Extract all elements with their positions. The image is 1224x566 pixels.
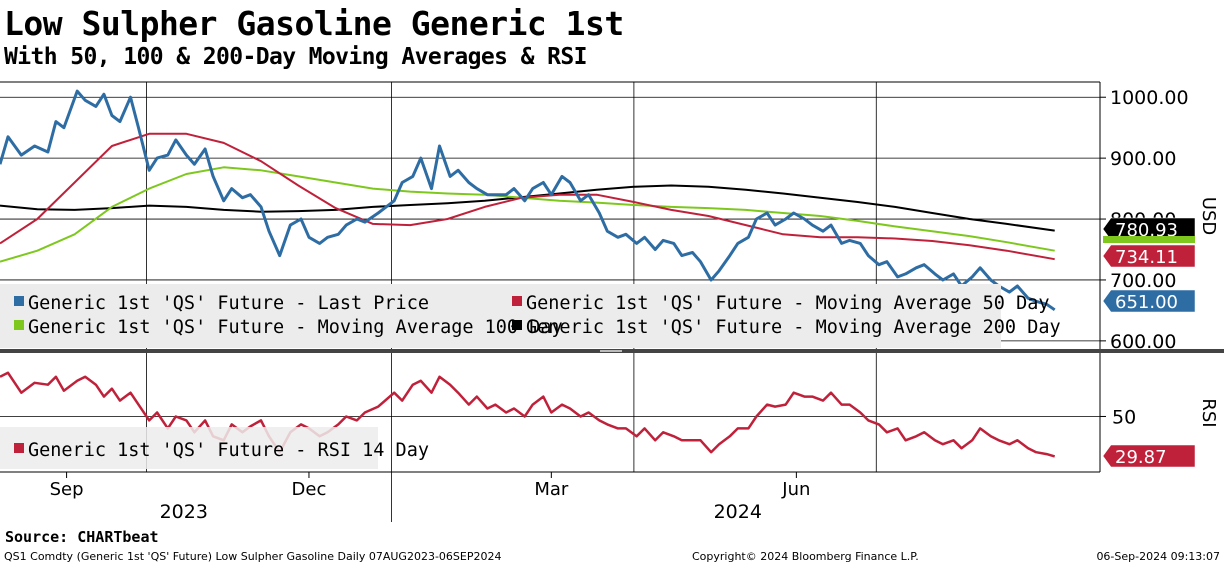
ma50-last-value: 734.11 <box>1115 247 1178 268</box>
legend-label-ma200: Generic 1st 'QS' Future - Moving Average… <box>526 317 1061 338</box>
ma50-last-value-bg <box>1102 244 1196 268</box>
rsi-series-lines <box>0 371 1056 458</box>
last-price-value: 651.00 <box>1115 292 1178 313</box>
price-legend-background <box>0 284 1001 348</box>
price-series-lines <box>0 89 1056 312</box>
last-price-line <box>0 89 1056 312</box>
rsi-y-ticks: 50 <box>1100 406 1136 428</box>
ma100-last-value-marker <box>1103 236 1195 243</box>
chart-title: Low Sulpher Gasoline Generic 1st <box>4 4 624 43</box>
legend-swatch-ma50 <box>512 296 522 306</box>
chart-subtitle: With 50, 100 & 200-Day Moving Averages &… <box>4 44 587 70</box>
rsi-legend-background <box>0 427 378 469</box>
ma200-last-value: 780.93 <box>1115 220 1178 241</box>
x-tick-label: Sep <box>50 479 84 500</box>
last-price-value-bg <box>1102 289 1196 313</box>
rsi-legend: Generic 1st 'QS' Future - RSI 14 Day <box>0 427 429 469</box>
legend-swatch-rsi <box>14 443 24 453</box>
legend-label-ma100: Generic 1st 'QS' Future - Moving Average… <box>28 317 563 338</box>
panel-divider-handle[interactable] <box>600 350 622 352</box>
ma200-line <box>0 184 1055 232</box>
x-tick-label: Mar <box>534 479 569 500</box>
ma100-line <box>0 166 1055 263</box>
footer-copyright: Copyright© 2024 Bloomberg Finance L.P. <box>692 550 919 563</box>
price-y-tick-label: 600.00 <box>1110 331 1176 353</box>
year-label: 2023 <box>160 501 208 523</box>
year-label: 2024 <box>714 501 762 523</box>
legend-swatch-ma200 <box>512 320 522 330</box>
source-label: Source: CHARTbeat <box>5 528 159 546</box>
price-y-tick-label: 1000.00 <box>1110 87 1189 109</box>
rsi-last-value-bg <box>1102 444 1196 468</box>
x-tick-label: Dec <box>292 479 327 500</box>
legend-swatch-last-price <box>14 296 24 306</box>
x-axis: Sep Dec Mar Jun 2023 2024 <box>50 472 810 523</box>
legend-swatch-ma100 <box>14 320 24 330</box>
last-value-tags: 780.93 734.11 651.00 29.87 <box>1102 217 1196 468</box>
footer-ticker-info: QS1 Comdty (Generic 1st 'QS' Future) Low… <box>4 550 502 563</box>
legend-label-rsi: Generic 1st 'QS' Future - RSI 14 Day <box>28 440 429 461</box>
price-y-tick-label: 900.00 <box>1110 148 1176 170</box>
price-y-tick-label: 700.00 <box>1110 270 1176 292</box>
rsi-panel: 50 RSI <box>0 353 1219 473</box>
legend-label-last-price: Generic 1st 'QS' Future - Last Price <box>28 293 429 314</box>
rsi-last-value: 29.87 <box>1115 447 1167 468</box>
legend-label-ma50: Generic 1st 'QS' Future - Moving Average… <box>526 293 1049 314</box>
price-y-axis-label: USD <box>1198 197 1219 235</box>
price-legend: Generic 1st 'QS' Future - Last Price Gen… <box>0 284 1061 348</box>
footer-timestamp: 06-Sep-2024 09:13:07 <box>1096 550 1220 563</box>
rsi-y-tick-label: 50 <box>1112 406 1136 428</box>
rsi-y-axis-label: RSI <box>1198 398 1219 427</box>
rsi-line <box>0 371 1056 458</box>
x-tick-label: Jun <box>781 479 810 500</box>
